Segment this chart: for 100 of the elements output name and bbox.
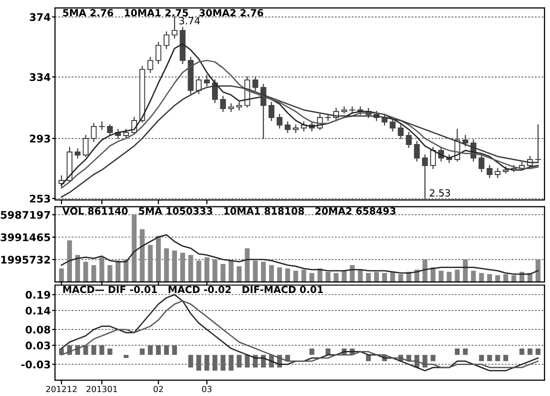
candlestick xyxy=(98,121,105,130)
bar xyxy=(414,270,420,282)
candlestick xyxy=(123,128,129,140)
candlestick xyxy=(276,114,282,129)
x-tick-label: 201301 xyxy=(86,386,117,392)
y-tick-label: 3991465 xyxy=(0,233,50,242)
bar xyxy=(148,345,153,355)
bar xyxy=(495,275,500,282)
bar xyxy=(124,259,129,282)
candlestick xyxy=(422,154,428,200)
y-tick-label: 253 xyxy=(30,194,50,203)
bar xyxy=(479,354,484,362)
x-tick-label: 02 xyxy=(154,386,163,392)
bar xyxy=(140,348,145,355)
bar xyxy=(536,259,540,282)
candlestick xyxy=(212,79,218,104)
bar xyxy=(108,348,112,355)
bar xyxy=(454,348,460,355)
candlestick xyxy=(284,121,291,134)
bar xyxy=(204,257,210,282)
candlestick xyxy=(535,124,541,164)
bar xyxy=(220,264,226,282)
bar xyxy=(83,262,88,282)
bar xyxy=(132,214,137,282)
candlestick xyxy=(172,16,178,38)
chart-title: VOL 861140 5MA 1050333 10MA1 818108 20MA2 658493 xyxy=(62,207,396,215)
bar xyxy=(309,348,314,355)
bar xyxy=(156,236,161,282)
y-tick-label: 334 xyxy=(30,73,50,82)
candlestick xyxy=(82,134,89,158)
y-tick-label: -0.03 xyxy=(21,360,50,368)
bar xyxy=(334,272,339,282)
bar xyxy=(318,268,322,282)
bar xyxy=(454,270,460,282)
candlestick xyxy=(268,102,274,122)
bar xyxy=(277,267,282,282)
candlestick xyxy=(494,168,501,178)
bar xyxy=(59,268,64,282)
candlestick xyxy=(398,124,404,140)
bar xyxy=(366,272,371,282)
bar xyxy=(536,348,540,355)
y-tick-label: 5987197 xyxy=(0,210,50,219)
chart-title: 5MA 2.76 10MA1 2.75 30MA2 2.76 xyxy=(63,9,264,16)
annotation: 2.53 xyxy=(430,189,450,197)
annotation: 3.74 xyxy=(179,17,200,24)
bar xyxy=(260,262,266,282)
candlestick xyxy=(107,124,113,136)
y-tick-label: 0.08 xyxy=(26,326,50,334)
bar xyxy=(382,272,387,282)
bar xyxy=(252,260,258,282)
y-tick-label: 374 xyxy=(30,13,50,22)
candlestick xyxy=(220,96,226,112)
bar xyxy=(366,354,371,362)
bar xyxy=(172,345,177,355)
bar xyxy=(487,354,492,362)
bar xyxy=(422,259,428,282)
bar xyxy=(528,348,532,355)
chart-title: MACD— DIF -0.01 MACD -0.02 DIF-MACD 0.01 xyxy=(63,286,323,294)
bar xyxy=(358,270,363,282)
bar xyxy=(228,260,234,282)
y-tick-label: 0.19 xyxy=(26,290,50,299)
bar xyxy=(140,229,145,282)
bar xyxy=(156,345,161,355)
bar xyxy=(309,272,314,282)
candlestick xyxy=(292,124,299,134)
bar xyxy=(301,270,306,282)
candlestick xyxy=(462,134,468,147)
bar xyxy=(99,345,104,355)
bar xyxy=(67,240,72,282)
bar xyxy=(438,270,444,282)
bar xyxy=(326,272,330,282)
candlestick xyxy=(147,56,154,73)
bar xyxy=(164,248,169,282)
candlestick xyxy=(155,42,162,64)
bar xyxy=(180,252,186,282)
y-tick-label: 0.03 xyxy=(26,342,50,350)
bar xyxy=(519,348,524,355)
line-series xyxy=(60,234,539,275)
y-tick-label: 293 xyxy=(30,134,50,143)
bar xyxy=(479,272,484,282)
bar xyxy=(269,265,274,282)
bar xyxy=(148,244,153,282)
bar xyxy=(124,354,129,358)
bar xyxy=(164,345,169,355)
bar xyxy=(462,348,468,355)
bar xyxy=(99,257,104,282)
bar xyxy=(487,274,492,282)
bar xyxy=(196,354,202,371)
bar xyxy=(116,260,120,282)
bar xyxy=(236,266,242,282)
bar xyxy=(374,272,379,282)
candlestick xyxy=(349,106,356,114)
candlestick xyxy=(204,74,210,86)
bar xyxy=(228,354,234,371)
bar xyxy=(462,259,468,282)
candlestick xyxy=(486,164,492,178)
bar xyxy=(188,255,194,282)
bar xyxy=(196,260,202,282)
y-tick-label: 0.14 xyxy=(26,306,50,315)
bar xyxy=(108,265,112,282)
